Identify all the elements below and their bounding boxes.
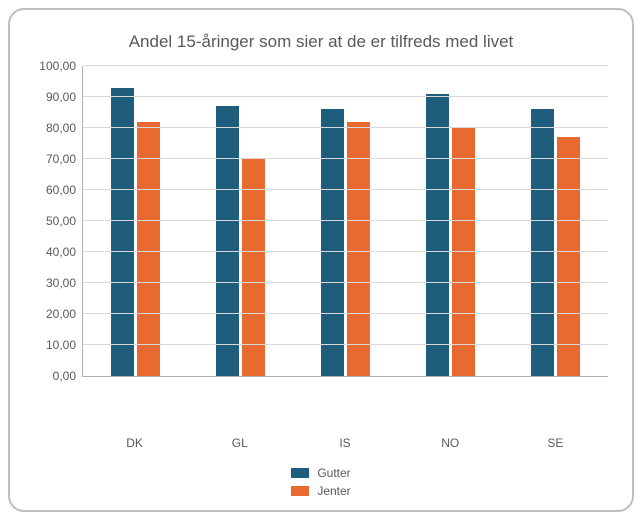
plot xyxy=(82,66,608,377)
legend-item: Gutter xyxy=(291,466,350,480)
legend-swatch xyxy=(291,468,309,478)
gridline xyxy=(83,189,608,190)
y-tick-label: 20,00 xyxy=(46,307,76,321)
y-tick-label: 60,00 xyxy=(46,183,76,197)
bar-group xyxy=(188,66,293,376)
y-tick-label: 100,00 xyxy=(39,59,76,73)
y-axis: 0,0010,0020,0030,0040,0050,0060,0070,008… xyxy=(34,66,82,376)
bar-group xyxy=(83,66,188,376)
bar xyxy=(531,109,554,376)
plot-area: 0,00 10,00 20,00 30,00 40,00 50,00 60,00 70,00 8… xyxy=(34,66,608,432)
y-tick-label: 40,00 xyxy=(46,245,76,259)
gridline xyxy=(83,313,608,314)
bar-group xyxy=(503,66,608,376)
y-tick-label: 10,00 xyxy=(46,338,76,352)
bar xyxy=(426,94,449,376)
chart-title: Andel 15-åringer som sier at de er tilfr… xyxy=(34,32,608,52)
x-tick-label: NO xyxy=(398,436,503,450)
gridline xyxy=(83,65,608,66)
legend-swatch xyxy=(291,486,309,496)
bar xyxy=(557,137,580,376)
x-tick-label: DK xyxy=(82,436,187,450)
y-tick-label: 80,00 xyxy=(46,121,76,135)
chart-card: Andel 15-åringer som sier at de er tilfr… xyxy=(8,8,634,512)
bar xyxy=(321,109,344,376)
gridline xyxy=(83,344,608,345)
gridline xyxy=(83,127,608,128)
bar-group xyxy=(293,66,398,376)
bar xyxy=(111,88,134,376)
x-tick-label: IS xyxy=(292,436,397,450)
y-tick-label: 30,00 xyxy=(46,276,76,290)
legend: Gutter Jenter xyxy=(34,466,608,498)
gridline xyxy=(83,158,608,159)
gridline xyxy=(83,220,608,221)
y-tick-label: 70,00 xyxy=(46,152,76,166)
bar-group xyxy=(398,66,503,376)
gridline xyxy=(83,96,608,97)
bar xyxy=(137,122,160,376)
legend-label: Jenter xyxy=(317,484,350,498)
bar xyxy=(452,128,475,376)
bar-groups xyxy=(83,66,608,376)
y-tick-label: 90,00 xyxy=(46,90,76,104)
x-tick-label: GL xyxy=(187,436,292,450)
bar xyxy=(216,106,239,376)
gridline xyxy=(83,282,608,283)
x-tick-label: SE xyxy=(503,436,608,450)
gridline xyxy=(83,251,608,252)
legend-item: Jenter xyxy=(291,484,350,498)
legend-label: Gutter xyxy=(317,466,350,480)
x-axis-labels: DKGLISNOSE xyxy=(82,436,608,450)
y-tick-label: 50,00 xyxy=(46,214,76,228)
bar xyxy=(347,122,370,376)
y-tick-label: 0,00 xyxy=(53,369,76,383)
